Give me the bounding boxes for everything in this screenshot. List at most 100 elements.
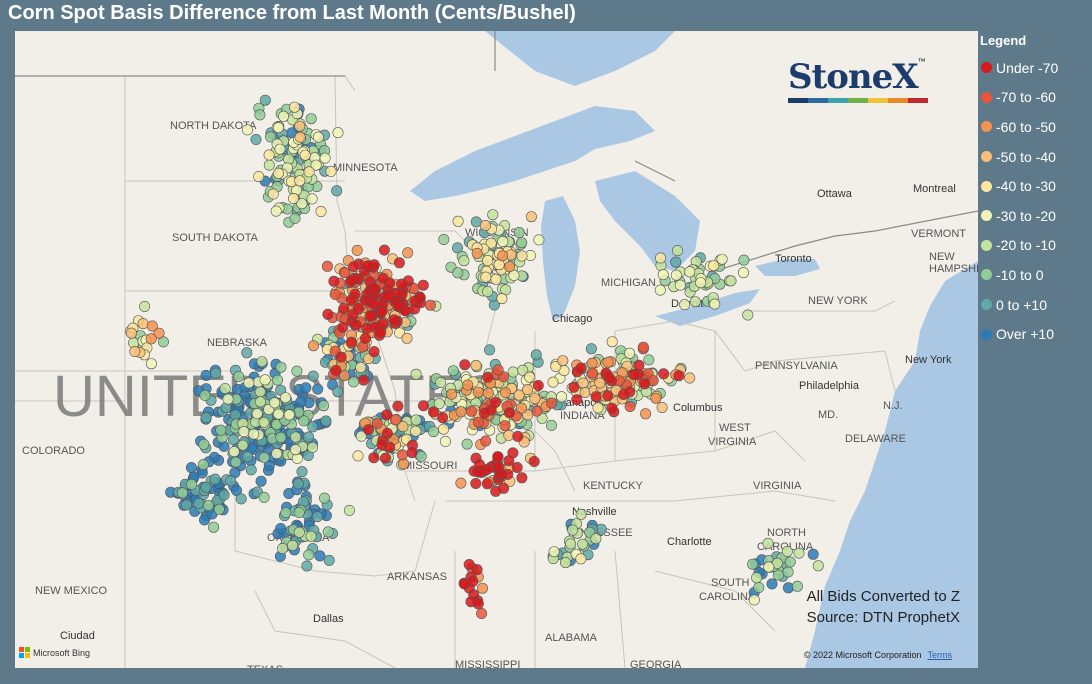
bid-marker[interactable] <box>503 261 515 273</box>
bid-marker[interactable] <box>352 302 364 314</box>
bid-marker[interactable] <box>679 299 691 311</box>
bid-marker[interactable] <box>471 564 483 576</box>
bid-marker[interactable] <box>254 386 266 398</box>
bid-marker[interactable] <box>274 143 286 155</box>
bid-marker[interactable] <box>200 412 212 424</box>
bid-marker[interactable] <box>259 94 271 106</box>
bid-marker[interactable] <box>673 370 685 382</box>
bid-marker[interactable] <box>568 381 580 393</box>
bid-marker[interactable] <box>507 447 519 459</box>
bid-marker[interactable] <box>348 376 360 388</box>
bid-marker[interactable] <box>294 131 306 143</box>
bid-marker[interactable] <box>275 522 287 534</box>
bid-marker[interactable] <box>485 404 497 416</box>
bid-marker[interactable] <box>516 250 528 262</box>
bid-marker[interactable] <box>484 344 496 356</box>
bid-marker[interactable] <box>198 438 210 450</box>
bid-marker[interactable] <box>461 438 473 450</box>
bid-marker[interactable] <box>277 110 289 122</box>
bid-marker[interactable] <box>559 557 571 569</box>
bid-marker[interactable] <box>322 526 334 538</box>
bid-marker[interactable] <box>259 374 271 386</box>
bid-marker[interactable] <box>245 464 257 476</box>
bid-marker[interactable] <box>303 549 315 561</box>
bid-marker[interactable] <box>455 406 467 418</box>
bid-marker[interactable] <box>606 402 618 414</box>
bid-marker[interactable] <box>267 188 279 200</box>
bid-marker[interactable] <box>312 383 324 395</box>
bid-marker[interactable] <box>362 260 374 272</box>
bid-marker[interactable] <box>290 431 302 443</box>
bid-marker[interactable] <box>447 365 459 377</box>
bid-marker[interactable] <box>470 477 482 489</box>
bid-marker[interactable] <box>351 244 363 256</box>
bid-marker[interactable] <box>200 369 212 381</box>
bid-marker[interactable] <box>322 308 334 320</box>
bid-marker[interactable] <box>276 542 288 554</box>
bid-marker[interactable] <box>476 607 488 619</box>
bid-marker[interactable] <box>200 481 212 493</box>
bid-marker[interactable] <box>812 560 824 572</box>
bid-marker[interactable] <box>287 539 299 551</box>
bid-marker[interactable] <box>383 290 395 302</box>
bid-marker[interactable] <box>481 478 493 490</box>
bid-marker[interactable] <box>571 394 583 406</box>
bid-marker[interactable] <box>338 302 350 314</box>
bid-marker[interactable] <box>438 234 450 246</box>
bid-marker[interactable] <box>531 405 543 417</box>
bid-marker[interactable] <box>157 336 169 348</box>
bid-marker[interactable] <box>319 152 331 164</box>
bid-marker[interactable] <box>529 393 541 405</box>
bid-marker[interactable] <box>507 366 519 378</box>
bid-marker[interactable] <box>410 368 422 380</box>
bid-marker[interactable] <box>299 149 311 161</box>
bid-marker[interactable] <box>575 508 587 520</box>
bid-marker[interactable] <box>126 327 138 339</box>
bid-marker[interactable] <box>397 421 409 433</box>
bid-marker[interactable] <box>235 493 247 505</box>
bid-marker[interactable] <box>637 341 649 353</box>
bid-marker[interactable] <box>424 299 436 311</box>
bid-marker[interactable] <box>296 198 308 210</box>
bid-marker[interactable] <box>258 451 270 463</box>
bid-marker[interactable] <box>522 409 534 421</box>
bid-marker[interactable] <box>375 326 387 338</box>
bid-marker[interactable] <box>497 236 509 248</box>
bid-marker[interactable] <box>716 253 728 265</box>
bid-marker[interactable] <box>590 533 602 545</box>
bid-marker[interactable] <box>314 550 326 562</box>
bid-marker[interactable] <box>330 364 342 376</box>
bid-marker[interactable] <box>528 455 540 467</box>
bid-marker[interactable] <box>352 450 364 462</box>
bid-marker[interactable] <box>737 267 749 279</box>
bid-marker[interactable] <box>766 578 778 590</box>
bid-marker[interactable] <box>567 524 579 536</box>
bid-marker[interactable] <box>650 392 662 404</box>
bid-marker[interactable] <box>275 361 287 373</box>
bid-marker[interactable] <box>417 279 429 291</box>
bid-marker[interactable] <box>547 376 559 388</box>
bid-marker[interactable] <box>396 278 408 290</box>
bid-marker[interactable] <box>181 499 193 511</box>
bid-marker[interactable] <box>295 396 307 408</box>
bid-marker[interactable] <box>748 594 760 606</box>
bid-marker[interactable] <box>524 371 536 383</box>
bid-marker[interactable] <box>307 421 319 433</box>
bid-marker[interactable] <box>384 441 396 453</box>
bid-marker[interactable] <box>388 314 400 326</box>
bid-marker[interactable] <box>275 431 287 443</box>
bid-marker[interactable] <box>577 538 589 550</box>
bid-marker[interactable] <box>283 409 295 421</box>
bid-marker[interactable] <box>602 390 614 402</box>
bid-marker[interactable] <box>455 477 467 489</box>
bid-marker[interactable] <box>270 205 282 217</box>
bid-marker[interactable] <box>628 368 640 380</box>
bid-marker[interactable] <box>233 371 245 383</box>
bid-marker[interactable] <box>471 247 483 259</box>
bid-marker[interactable] <box>203 500 215 512</box>
bid-marker[interactable] <box>437 412 449 424</box>
bid-marker[interactable] <box>129 345 141 357</box>
bid-marker[interactable] <box>242 451 254 463</box>
bid-marker[interactable] <box>639 378 651 390</box>
bid-marker[interactable] <box>742 309 754 321</box>
